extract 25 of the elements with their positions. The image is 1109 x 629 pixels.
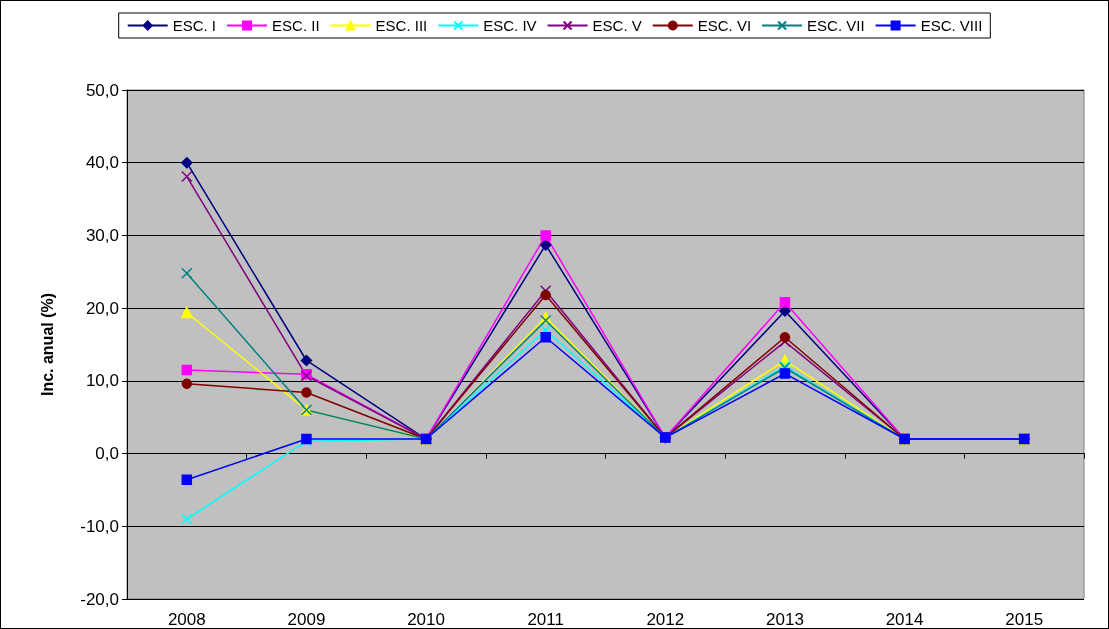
legend-label: ESC. VIII xyxy=(920,17,983,34)
y-tick-label: 50,0 xyxy=(85,80,119,100)
y-tick-label: -20,0 xyxy=(80,589,119,609)
y-tick-label: 10,0 xyxy=(85,371,119,391)
x-tick-label: 2008 xyxy=(167,610,206,629)
legend-label: ESC. VI xyxy=(697,17,752,34)
x-tick-label: 2013 xyxy=(766,610,804,629)
y-tick-label: 0,0 xyxy=(95,444,119,464)
legend-label: ESC. I xyxy=(172,17,217,34)
y-tick-label: -10,0 xyxy=(80,516,119,536)
x-tick-label: 2009 xyxy=(287,610,326,629)
x-tick-label: 2010 xyxy=(407,610,445,629)
x-tick-label: 2015 xyxy=(1005,610,1044,629)
legend-label: ESC. VII xyxy=(807,17,865,34)
legend-label: ESC. III xyxy=(375,17,428,34)
legend-label: ESC. II xyxy=(272,17,320,34)
x-tick-label: 2012 xyxy=(646,610,685,629)
y-tick-label: 40,0 xyxy=(85,153,119,173)
y-axis-title: Inc. anual (%) xyxy=(38,292,56,397)
x-tick-label: 2011 xyxy=(527,610,564,629)
y-tick-label: 20,0 xyxy=(85,298,119,318)
legend-label: ESC. IV xyxy=(483,17,537,34)
legend-label: ESC. V xyxy=(592,17,642,34)
y-tick-label: 30,0 xyxy=(85,225,119,245)
x-tick-label: 2014 xyxy=(885,610,924,629)
